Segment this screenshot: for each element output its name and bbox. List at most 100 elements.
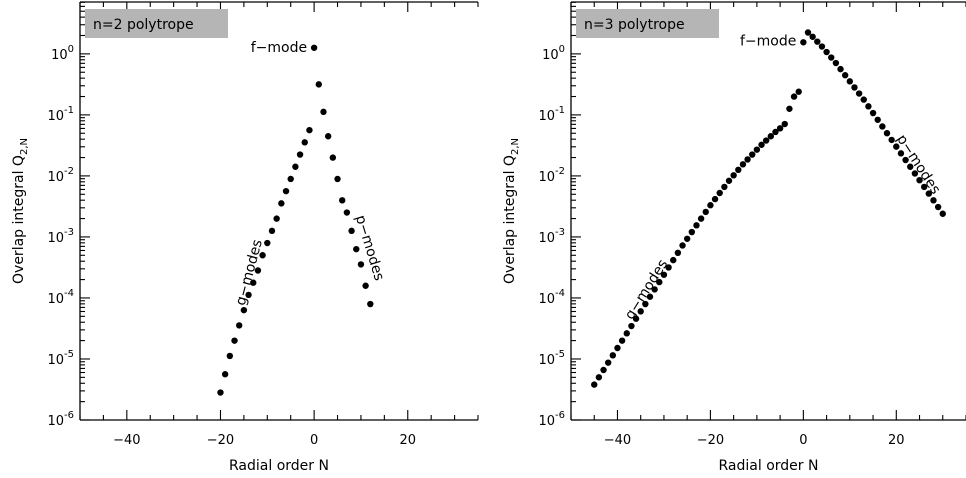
- x-tick-label: 20: [399, 433, 416, 448]
- data-point: [893, 143, 900, 150]
- data-point: [879, 123, 886, 130]
- x-axis-label: Radial order N: [719, 458, 819, 474]
- data-point: [930, 197, 937, 204]
- y-tick-label: 10-3: [538, 227, 565, 246]
- data-point: [860, 96, 867, 103]
- data-point: [273, 215, 280, 222]
- data-point: [679, 242, 686, 249]
- y-tick-label: 10-5: [538, 349, 565, 368]
- data-point: [735, 166, 742, 174]
- data-point: [217, 389, 224, 396]
- data-point: [920, 183, 928, 191]
- data-point: [749, 151, 756, 158]
- data-point: [693, 222, 700, 229]
- data-point: [320, 108, 327, 116]
- data-point: [264, 239, 271, 247]
- data-point: [665, 264, 672, 271]
- data-point: [282, 187, 290, 195]
- y-tick-label: 10-5: [47, 349, 74, 368]
- data-point: [642, 300, 649, 308]
- y-tick-label: 10-2: [47, 166, 74, 185]
- data-point: [609, 352, 617, 359]
- data-point: [837, 65, 844, 73]
- data-point: [758, 141, 765, 148]
- data-point: [296, 151, 304, 158]
- data-point: [324, 133, 332, 140]
- data-point: [604, 359, 612, 366]
- data-point: [688, 228, 696, 236]
- data-point: [851, 84, 858, 91]
- data-point: [739, 161, 747, 168]
- annotation-label: g−modes: [622, 257, 671, 323]
- data-point: [660, 271, 668, 278]
- data-point: [776, 125, 784, 132]
- data-point: [315, 81, 322, 88]
- data-point: [911, 170, 919, 177]
- data-point: [753, 146, 761, 153]
- data-point: [367, 300, 374, 308]
- data-point: [632, 315, 640, 322]
- x-tick-label: 20: [888, 433, 905, 448]
- data-point: [226, 352, 234, 360]
- data-point: [818, 43, 826, 50]
- data-point: [874, 116, 881, 123]
- data-point: [268, 227, 276, 235]
- data-point: [939, 210, 946, 217]
- data-point: [721, 183, 728, 191]
- data-point: [637, 308, 644, 315]
- chart-panel-n3: −40 −20 0 20 10-6 10-5 10-4 10-3 10-2 10-1 100 Radi…: [502, 1, 966, 474]
- x-tick-label: −20: [207, 433, 234, 448]
- data-point: [250, 279, 257, 286]
- data-point: [240, 306, 248, 314]
- y-axis-label: Overlap integral Q2,N: [11, 138, 30, 284]
- data-point: [865, 103, 872, 110]
- data-point: [786, 105, 793, 112]
- data-point: [707, 202, 714, 209]
- annotation-label: f−mode: [251, 40, 307, 56]
- data-point: [236, 322, 243, 329]
- data-point: [254, 267, 262, 274]
- data-point: [744, 156, 751, 163]
- chart-title: n=3 polytrope: [584, 17, 685, 33]
- data-point: [674, 249, 682, 256]
- x-tick-label: −40: [113, 433, 140, 448]
- data-point: [711, 195, 719, 203]
- data-point: [628, 322, 635, 330]
- data-point: [287, 175, 294, 183]
- data-point: [762, 137, 770, 144]
- y-tick-label: 100: [542, 44, 565, 63]
- data-point: [855, 90, 863, 97]
- y-axis-label-main: Overlap integral Q: [502, 155, 518, 284]
- y-tick-label: 10-4: [47, 288, 74, 307]
- y-tick-label: 10-1: [538, 105, 565, 124]
- y-axis-label-subscript: 2,N: [510, 138, 521, 155]
- data-point: [618, 337, 626, 344]
- chart-panel-n2: −40 −20 0 20 10-6 10-5 10-4 10-3 10-2 10-1 100 Radi…: [11, 1, 479, 474]
- data-point: [278, 200, 285, 207]
- data-point: [623, 330, 630, 337]
- data-point: [841, 72, 849, 79]
- x-axis-label: Radial order N: [229, 458, 329, 474]
- data-point: [614, 344, 621, 352]
- data-point: [231, 337, 238, 344]
- data-point: [334, 175, 341, 183]
- data-point: [907, 163, 914, 170]
- x-tick-label: 0: [310, 433, 318, 448]
- data-point: [329, 154, 337, 161]
- y-tick-label: 10-1: [47, 105, 74, 124]
- data-point: [595, 374, 603, 381]
- data-point: [814, 38, 821, 45]
- y-axis-label-subscript: 2,N: [19, 138, 30, 155]
- data-point: [600, 366, 607, 374]
- data-point: [591, 381, 598, 388]
- data-point: [832, 59, 840, 67]
- data-point: [683, 235, 691, 242]
- data-point: [897, 150, 905, 157]
- data-point: [357, 261, 365, 268]
- data-point: [697, 215, 705, 222]
- chart-title: n=2 polytrope: [93, 17, 194, 33]
- data-point: [221, 371, 229, 378]
- data-point: [883, 129, 891, 137]
- data-point: [343, 209, 351, 216]
- x-tick-label: −20: [697, 433, 724, 448]
